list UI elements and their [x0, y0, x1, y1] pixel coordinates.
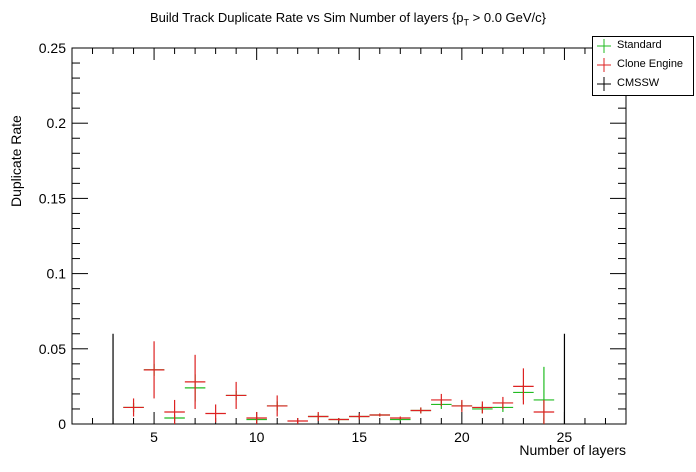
series-standard — [123, 363, 555, 424]
legend-item-standard: Standard — [593, 37, 693, 55]
data-marks — [112, 333, 566, 424]
series-clone-engine — [123, 341, 555, 424]
data-point — [287, 417, 308, 424]
x-tick-label: 25 — [557, 429, 573, 445]
legend-label-standard: Standard — [617, 39, 662, 51]
y-tick-label: 0.2 — [47, 115, 67, 131]
data-point — [143, 341, 165, 399]
x-tick-label: 20 — [454, 429, 470, 445]
data-point — [164, 399, 185, 424]
x-tick-label: 15 — [351, 429, 367, 445]
data-point — [123, 398, 144, 417]
plot-frame — [71, 47, 627, 425]
y-tick-label: 0.25 — [39, 40, 66, 56]
chart-title-tail: > 0.0 GeV/c} — [469, 10, 547, 25]
chart-title-subscript: T — [463, 17, 470, 28]
legend-item-cmssw: CMSSW — [593, 75, 693, 93]
data-point — [246, 411, 267, 424]
series-cmssw — [112, 333, 566, 424]
legend-label-clone-engine: Clone Engine — [617, 58, 684, 70]
y-axis: 0 0.05 0.1 0.15 0.2 0.25 — [39, 40, 626, 432]
data-point — [225, 381, 247, 409]
data-point — [349, 413, 370, 420]
x-axis-label: Number of layers — [519, 442, 626, 458]
x-tick-label: 5 — [150, 429, 158, 445]
data-point — [328, 417, 349, 421]
legend: Standard Clone Engine CMSSW — [592, 36, 694, 96]
legend-swatch-clone-engine — [597, 58, 611, 72]
legend-swatch-cmssw — [597, 77, 611, 91]
legend-item-clone-engine: Clone Engine — [593, 56, 693, 74]
y-tick-label: 0.15 — [39, 190, 66, 206]
data-point — [369, 413, 391, 417]
data-point — [431, 393, 452, 406]
data-point — [390, 416, 411, 420]
y-axis-label: Duplicate Rate — [8, 115, 24, 207]
x-axis: 5 10 15 20 25 — [92, 48, 627, 445]
x-tick-label: 10 — [249, 429, 265, 445]
data-point — [410, 407, 432, 414]
data-point — [533, 399, 555, 424]
data-point — [513, 368, 534, 405]
chart-title-main: Build Track Duplicate Rate vs Sim Number… — [149, 10, 464, 25]
data-point — [451, 399, 473, 412]
legend-label-cmssw: CMSSW — [617, 77, 660, 89]
data-point — [266, 395, 288, 417]
data-point — [472, 401, 493, 414]
data-point — [492, 396, 514, 409]
chart-title: Build Track Duplicate Rate vs Sim Number… — [0, 10, 696, 28]
y-tick-label: 0.1 — [47, 266, 67, 282]
data-point — [184, 354, 206, 409]
data-point — [205, 404, 226, 423]
data-point — [307, 411, 329, 421]
legend-swatch-standard — [597, 39, 611, 53]
y-tick-label: 0 — [58, 416, 66, 432]
y-tick-label: 0.05 — [39, 341, 66, 357]
